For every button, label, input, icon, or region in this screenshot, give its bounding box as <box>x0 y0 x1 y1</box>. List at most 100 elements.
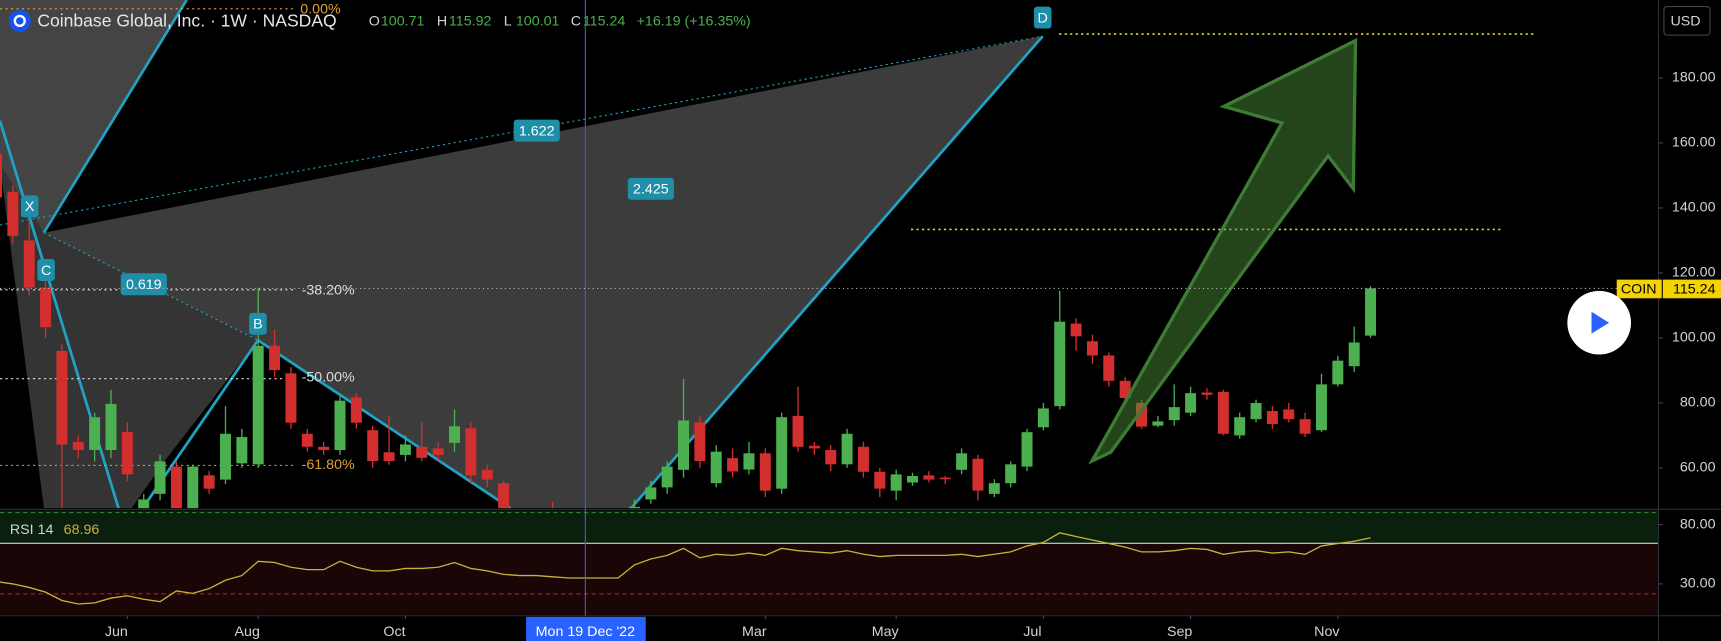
candle-body <box>416 446 428 458</box>
candle-body <box>121 432 133 475</box>
candle-body <box>939 477 951 480</box>
candle-body <box>56 350 68 445</box>
label-box <box>249 312 267 335</box>
ohlc-letter: C <box>571 14 581 30</box>
x-tick-label: Sep <box>1167 624 1192 640</box>
candle-body <box>792 415 804 447</box>
candle-body <box>220 433 231 480</box>
candle-body <box>808 445 820 449</box>
crosshair-label: Mon 19 Dec '22 <box>536 624 635 640</box>
candle-body <box>236 437 248 464</box>
candle-body <box>1266 411 1278 425</box>
rsi-tick-label: 80.00 <box>1680 516 1716 532</box>
candle-body <box>432 448 444 455</box>
x-tick-label: Mar <box>742 624 767 640</box>
candle-body <box>465 428 477 476</box>
pattern-fill <box>0 0 187 233</box>
label-box <box>120 273 167 296</box>
y-tick-label: 180.00 <box>1672 70 1716 86</box>
candle-body <box>1299 419 1311 434</box>
pattern-leg <box>257 339 512 509</box>
candle-body <box>1037 408 1049 428</box>
candle-body <box>1283 409 1295 420</box>
candle-body <box>285 373 297 423</box>
candle-body <box>907 476 919 483</box>
ticker-tag: COIN <box>1621 281 1657 297</box>
candle-body <box>187 466 199 509</box>
fib-label: -50.00% <box>302 369 355 385</box>
currency-box[interactable] <box>1663 6 1711 36</box>
candle-body <box>203 475 215 489</box>
pattern-label: 0.619 <box>126 277 162 293</box>
candle-body <box>269 345 281 371</box>
candle-body <box>890 474 902 491</box>
pattern-label: D <box>1038 10 1048 26</box>
candle-body <box>7 191 19 236</box>
play-icon[interactable] <box>1591 311 1610 334</box>
candle-body <box>1119 380 1131 399</box>
change: +16.19 (+16.35%) <box>637 14 751 30</box>
pattern-label: C <box>41 263 51 279</box>
rsi-name: RSI 14 <box>10 522 54 538</box>
candle-body <box>678 420 689 470</box>
pattern-fill <box>257 36 1043 509</box>
candle-body <box>1086 341 1098 356</box>
candle-body <box>841 433 853 465</box>
candle-body <box>956 453 968 470</box>
annotation-labels: X B C D 0.619 1.622 2.425 0.00% -38.20% -50.00% -6… <box>20 2 1052 473</box>
rsi-lower-zone <box>0 543 1659 615</box>
candles <box>0 153 1377 509</box>
pattern-label: X <box>25 199 35 215</box>
candle-body <box>170 466 182 509</box>
candle-body <box>252 345 264 465</box>
candle-body <box>318 446 330 451</box>
y-tick-label: 140.00 <box>1672 200 1716 216</box>
candle-body <box>1250 402 1262 420</box>
candle-body <box>743 453 755 470</box>
label-box <box>37 259 55 281</box>
rsi-upper-zone <box>0 510 1659 544</box>
candle-body <box>89 417 101 451</box>
candle-body <box>0 153 2 198</box>
logo-mark <box>13 14 26 28</box>
candle-body <box>1103 355 1115 381</box>
candle-body <box>1152 421 1164 426</box>
candle-body <box>1315 384 1327 431</box>
candle-body <box>1217 391 1229 434</box>
ohlc-value: 100.71 <box>381 14 425 30</box>
candle-body <box>367 430 379 462</box>
ohlc-value: 115.24 <box>583 14 626 30</box>
currency[interactable]: USD <box>1671 14 1701 30</box>
candle-body <box>23 240 35 288</box>
candle-body <box>1332 360 1344 385</box>
candle-body <box>334 400 346 451</box>
candle-body <box>694 422 706 462</box>
logo <box>8 9 31 32</box>
ohlc-letter: L <box>504 14 512 30</box>
candle-body <box>1201 392 1213 395</box>
ohlc-value: 115.92 <box>449 14 492 30</box>
candle-body <box>1021 432 1033 467</box>
x-tick-label: Jul <box>1023 624 1041 640</box>
candle-body <box>857 446 869 472</box>
pattern-label: 1.622 <box>519 123 555 139</box>
label-box <box>513 119 560 142</box>
pattern-label: 2.425 <box>633 182 669 198</box>
candle-body <box>301 433 313 447</box>
candle-body <box>72 441 84 451</box>
trend-arrow <box>1088 37 1358 465</box>
candle-body <box>874 471 886 489</box>
candle-body <box>1054 321 1066 407</box>
candle-body <box>1168 407 1180 421</box>
candle-body <box>1348 342 1360 367</box>
candle-body <box>154 461 166 494</box>
candle-body <box>628 506 640 509</box>
ohlc-value: 100.01 <box>516 14 560 30</box>
candle-body <box>661 466 673 488</box>
candle-body <box>105 403 117 451</box>
pattern-label: B <box>253 317 263 333</box>
candle-body <box>399 444 411 455</box>
candle-body <box>727 458 739 472</box>
